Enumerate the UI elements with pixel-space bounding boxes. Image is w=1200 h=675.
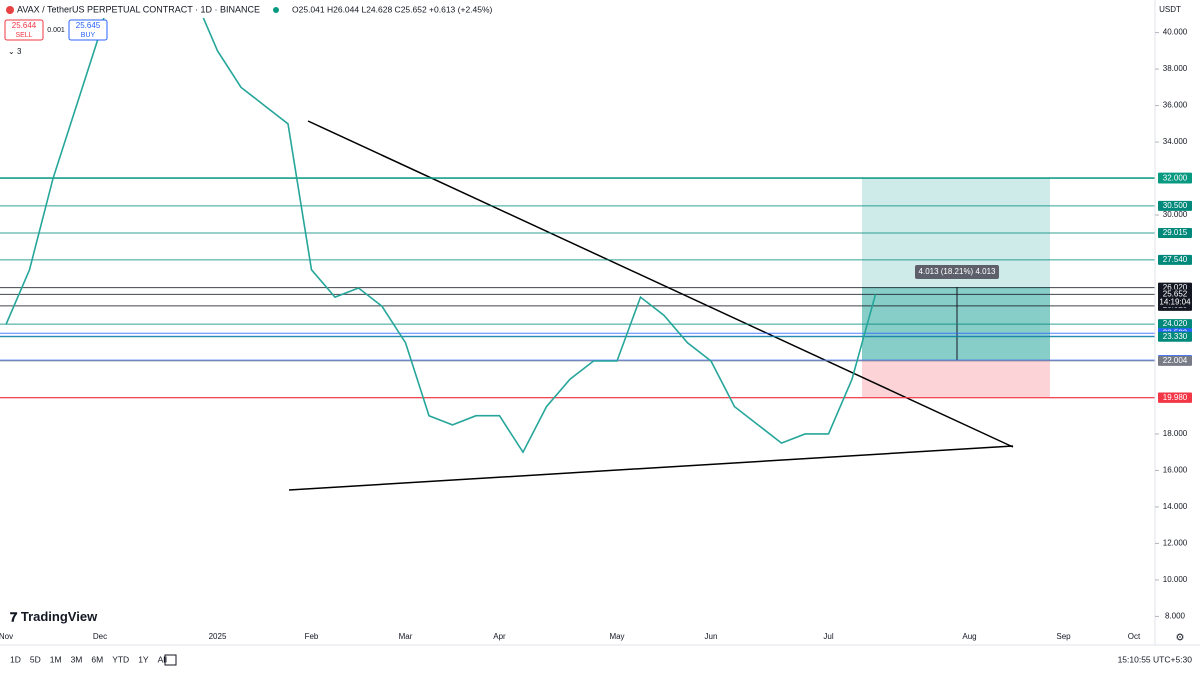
price-label: 23.330	[1163, 332, 1188, 341]
price-label-bg	[1158, 200, 1192, 211]
price-label-bg	[1158, 173, 1192, 184]
trendline-upper	[307, 120, 1014, 448]
y-tick-label: 40.000	[1163, 28, 1188, 37]
price-label-bg	[1158, 254, 1192, 265]
trendline-lower	[288, 445, 1014, 491]
range-button[interactable]: 6M	[91, 654, 103, 664]
range-button[interactable]: All	[158, 654, 168, 664]
status-dot	[273, 7, 279, 13]
ohlc: O25.041 H26.044 L24.628 C25.652 +0.613 (…	[292, 4, 493, 14]
logo: 𝟕 TradingView	[10, 609, 98, 624]
price-label: 25.652	[1163, 289, 1188, 298]
range-button[interactable]: 1M	[50, 654, 62, 664]
logo-text: TradingView	[21, 609, 98, 624]
y-tick-label: 36.000	[1163, 101, 1188, 110]
currency[interactable]: USDT	[1159, 5, 1181, 14]
settings-icon[interactable]: ⚙	[1176, 633, 1185, 644]
countdown-bg	[1158, 298, 1192, 308]
y-tick-label: 8.000	[1165, 612, 1186, 621]
clock: 15:10:55 UTC+5:30	[1118, 654, 1193, 664]
x-tick-label: 2025	[209, 632, 227, 641]
price-label-bg	[1158, 289, 1192, 300]
indicator-count[interactable]: ⌄ 3	[8, 47, 22, 56]
price-label: 32.000	[1163, 174, 1188, 183]
measure-box	[915, 265, 999, 279]
y-tick-label: 38.000	[1163, 64, 1188, 73]
sell-label: SELL	[15, 32, 32, 39]
x-tick-label: Jun	[705, 632, 718, 641]
price-label: 29.015	[1163, 228, 1188, 237]
symbol-icon	[6, 6, 14, 14]
symbol[interactable]: AVAX / TetherUS PERPETUAL CONTRACT · 1D …	[17, 4, 260, 14]
y-tick-label: 16.000	[1163, 466, 1188, 475]
x-tick-label: Dec	[93, 632, 107, 641]
range-button[interactable]: 3M	[71, 654, 83, 664]
sell-price: 25.644	[12, 21, 37, 30]
plot-area	[0, 18, 1155, 491]
price-label: 22.004	[1163, 356, 1188, 365]
price-label: 26.020	[1163, 283, 1188, 292]
measure-label: 4.013 (18.21%) 4.013	[919, 267, 996, 276]
indicator-number: 3	[17, 47, 22, 56]
y-tick-label: 14.000	[1163, 502, 1188, 511]
price-label-bg	[1158, 355, 1192, 366]
y-tick-label: 12.000	[1163, 539, 1188, 548]
buy-label: BUY	[81, 32, 96, 39]
range-button[interactable]: 1D	[10, 654, 21, 664]
calendar-icon[interactable]	[164, 654, 177, 666]
price-line	[5, 18, 877, 454]
price-label-bg	[1158, 392, 1192, 403]
price-label-bg	[1158, 319, 1192, 330]
stop-zone	[862, 360, 1050, 397]
buy-price: 25.645	[76, 21, 101, 30]
range-button[interactable]: 1Y	[138, 654, 149, 664]
x-tick-label: Apr	[493, 632, 506, 641]
range-button[interactable]: 5D	[30, 654, 41, 664]
y-tick-label: 10.000	[1163, 575, 1188, 584]
y-tick-label: 34.000	[1163, 137, 1188, 146]
price-label-bg	[1158, 331, 1192, 342]
range-button[interactable]: YTD	[112, 654, 129, 664]
x-tick-label: May	[609, 632, 624, 641]
spread: 0.001	[47, 27, 65, 34]
x-tick-label: Aug	[962, 632, 976, 641]
x-tick-label: Mar	[399, 632, 413, 641]
sell-button[interactable]	[4, 19, 44, 41]
buy-button[interactable]	[68, 19, 108, 41]
countdown: 14:19:04	[1159, 297, 1191, 306]
profit-zone	[862, 287, 1050, 360]
y-tick-label: 18.000	[1163, 429, 1188, 438]
price-label: 30.500	[1163, 201, 1188, 210]
x-tick-label: Feb	[305, 632, 319, 641]
price-label-bg	[1158, 228, 1192, 239]
x-tick-label: Sep	[1056, 632, 1071, 641]
x-tick-label: Nov	[0, 632, 13, 641]
x-tick-label: Jul	[823, 632, 833, 641]
x-tick-label: Oct	[1128, 632, 1141, 641]
y-tick-label: 30.000	[1163, 210, 1188, 219]
price-label: 24.020	[1163, 319, 1188, 328]
price-label: 19.980	[1163, 393, 1188, 402]
price-label: 27.540	[1163, 255, 1188, 264]
